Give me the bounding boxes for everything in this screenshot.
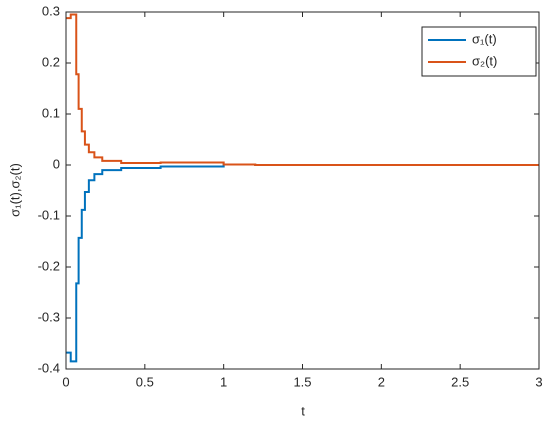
x-tick-label: 1.5 xyxy=(293,374,311,389)
legend-label: σ₂(t) xyxy=(472,53,497,68)
y-tick-label: -0.1 xyxy=(38,207,60,222)
x-tick-label: 0 xyxy=(62,374,69,389)
x-tick-label: 3 xyxy=(535,374,542,389)
x-axis-label: t xyxy=(301,403,305,418)
y-tick-label: 0.2 xyxy=(42,54,60,69)
x-tick-label: 2.5 xyxy=(451,374,469,389)
axes-box xyxy=(65,11,540,370)
x-tick-label: 1 xyxy=(220,374,227,389)
legend-box xyxy=(421,26,537,77)
y-axis-label: σ₁(t),σ₂(t) xyxy=(7,163,22,217)
y-tick-label: -0.3 xyxy=(38,309,60,324)
y-tick-label: -0.4 xyxy=(38,360,60,375)
y-tick-label: 0.1 xyxy=(42,105,60,120)
legend-label: σ₁(t) xyxy=(472,31,497,46)
series-line xyxy=(66,13,539,166)
y-tick-label: 0 xyxy=(53,156,60,171)
y-tick-label: -0.2 xyxy=(38,258,60,273)
x-tick-label: 2 xyxy=(378,374,385,389)
y-tick-label: 0.3 xyxy=(42,3,60,18)
x-tick-label: 0.5 xyxy=(136,374,154,389)
series-line xyxy=(66,163,539,363)
